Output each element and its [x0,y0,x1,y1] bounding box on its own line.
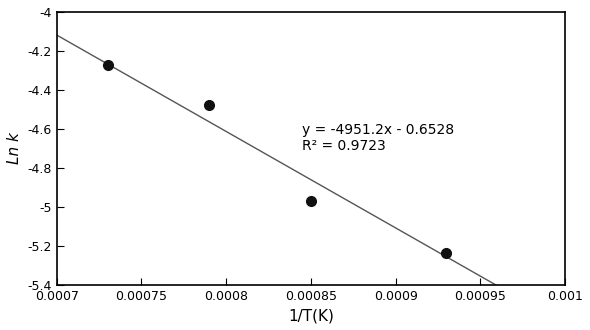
Point [205,103,214,108]
Text: y = -4951.2x - 0.6528
R² = 0.9723: y = -4951.2x - 0.6528 R² = 0.9723 [303,123,454,153]
Point [103,62,112,67]
Point [442,251,451,256]
X-axis label: 1/T(K): 1/T(K) [288,308,334,323]
Point [306,198,316,204]
Y-axis label: Ln k: Ln k [7,132,22,164]
